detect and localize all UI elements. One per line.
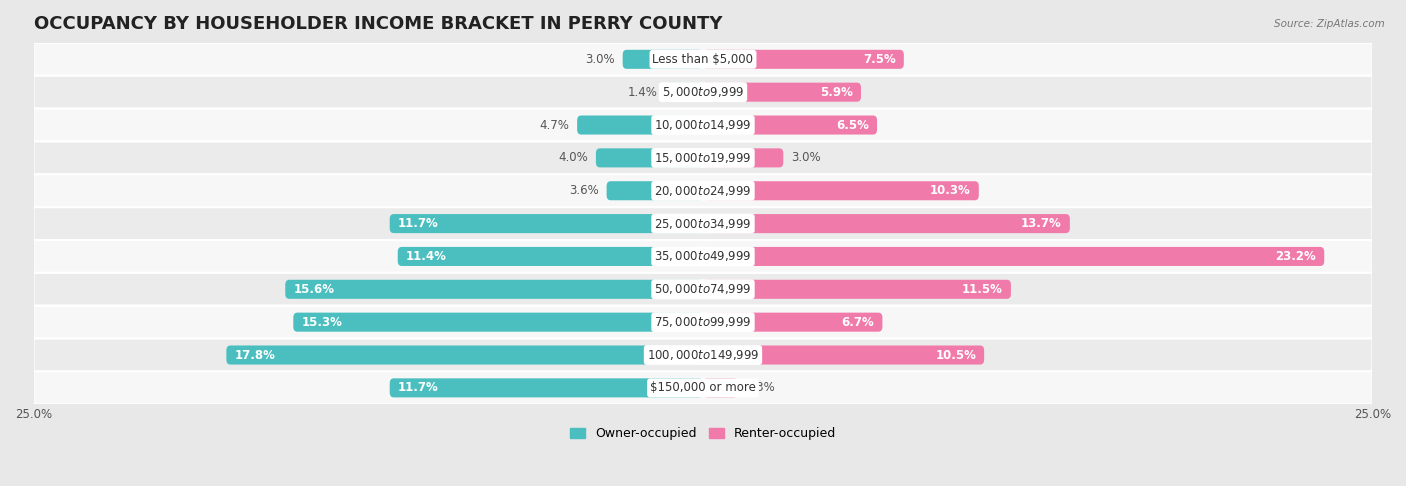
FancyBboxPatch shape bbox=[226, 346, 703, 364]
FancyBboxPatch shape bbox=[389, 378, 703, 398]
FancyBboxPatch shape bbox=[389, 214, 703, 233]
FancyBboxPatch shape bbox=[34, 371, 1372, 404]
FancyBboxPatch shape bbox=[703, 148, 783, 167]
FancyBboxPatch shape bbox=[576, 116, 703, 135]
Text: 3.6%: 3.6% bbox=[569, 184, 599, 197]
Text: $5,000 to $9,999: $5,000 to $9,999 bbox=[662, 85, 744, 99]
FancyBboxPatch shape bbox=[606, 181, 703, 200]
FancyBboxPatch shape bbox=[703, 181, 979, 200]
Legend: Owner-occupied, Renter-occupied: Owner-occupied, Renter-occupied bbox=[565, 422, 841, 445]
FancyBboxPatch shape bbox=[703, 378, 738, 398]
Text: $50,000 to $74,999: $50,000 to $74,999 bbox=[654, 282, 752, 296]
Text: 1.4%: 1.4% bbox=[627, 86, 658, 99]
Text: 7.5%: 7.5% bbox=[863, 53, 896, 66]
Text: 6.7%: 6.7% bbox=[842, 316, 875, 329]
Text: 17.8%: 17.8% bbox=[235, 348, 276, 362]
FancyBboxPatch shape bbox=[398, 247, 703, 266]
FancyBboxPatch shape bbox=[703, 346, 984, 364]
FancyBboxPatch shape bbox=[34, 108, 1372, 141]
FancyBboxPatch shape bbox=[34, 207, 1372, 240]
FancyBboxPatch shape bbox=[703, 214, 1070, 233]
FancyBboxPatch shape bbox=[34, 141, 1372, 174]
Text: 6.5%: 6.5% bbox=[837, 119, 869, 132]
Text: 10.3%: 10.3% bbox=[929, 184, 970, 197]
FancyBboxPatch shape bbox=[703, 116, 877, 135]
FancyBboxPatch shape bbox=[294, 312, 703, 331]
Text: 11.7%: 11.7% bbox=[398, 217, 439, 230]
Text: 5.9%: 5.9% bbox=[820, 86, 853, 99]
FancyBboxPatch shape bbox=[34, 76, 1372, 108]
FancyBboxPatch shape bbox=[703, 50, 904, 69]
Text: 4.7%: 4.7% bbox=[540, 119, 569, 132]
Text: OCCUPANCY BY HOUSEHOLDER INCOME BRACKET IN PERRY COUNTY: OCCUPANCY BY HOUSEHOLDER INCOME BRACKET … bbox=[34, 15, 723, 33]
FancyBboxPatch shape bbox=[34, 240, 1372, 273]
FancyBboxPatch shape bbox=[34, 174, 1372, 207]
Text: 15.6%: 15.6% bbox=[294, 283, 335, 296]
Text: $100,000 to $149,999: $100,000 to $149,999 bbox=[647, 348, 759, 362]
Text: 15.3%: 15.3% bbox=[301, 316, 342, 329]
FancyBboxPatch shape bbox=[703, 280, 1011, 299]
FancyBboxPatch shape bbox=[665, 83, 703, 102]
FancyBboxPatch shape bbox=[34, 306, 1372, 339]
Text: Source: ZipAtlas.com: Source: ZipAtlas.com bbox=[1274, 19, 1385, 30]
Text: $25,000 to $34,999: $25,000 to $34,999 bbox=[654, 217, 752, 230]
FancyBboxPatch shape bbox=[623, 50, 703, 69]
Text: $75,000 to $99,999: $75,000 to $99,999 bbox=[654, 315, 752, 329]
FancyBboxPatch shape bbox=[703, 247, 1324, 266]
FancyBboxPatch shape bbox=[34, 43, 1372, 76]
Text: 3.0%: 3.0% bbox=[585, 53, 614, 66]
Text: 11.7%: 11.7% bbox=[398, 382, 439, 394]
Text: 4.0%: 4.0% bbox=[558, 151, 588, 164]
Text: $35,000 to $49,999: $35,000 to $49,999 bbox=[654, 249, 752, 263]
Text: 11.5%: 11.5% bbox=[962, 283, 1002, 296]
Text: $10,000 to $14,999: $10,000 to $14,999 bbox=[654, 118, 752, 132]
Text: 3.0%: 3.0% bbox=[792, 151, 821, 164]
FancyBboxPatch shape bbox=[285, 280, 703, 299]
FancyBboxPatch shape bbox=[703, 83, 860, 102]
FancyBboxPatch shape bbox=[34, 273, 1372, 306]
Text: 1.3%: 1.3% bbox=[745, 382, 776, 394]
Text: 11.4%: 11.4% bbox=[406, 250, 447, 263]
Text: 10.5%: 10.5% bbox=[935, 348, 976, 362]
Text: 23.2%: 23.2% bbox=[1275, 250, 1316, 263]
Text: Less than $5,000: Less than $5,000 bbox=[652, 53, 754, 66]
FancyBboxPatch shape bbox=[703, 312, 883, 331]
Text: $15,000 to $19,999: $15,000 to $19,999 bbox=[654, 151, 752, 165]
FancyBboxPatch shape bbox=[34, 339, 1372, 371]
Text: $20,000 to $24,999: $20,000 to $24,999 bbox=[654, 184, 752, 198]
Text: 13.7%: 13.7% bbox=[1021, 217, 1062, 230]
Text: $150,000 or more: $150,000 or more bbox=[650, 382, 756, 394]
FancyBboxPatch shape bbox=[596, 148, 703, 167]
